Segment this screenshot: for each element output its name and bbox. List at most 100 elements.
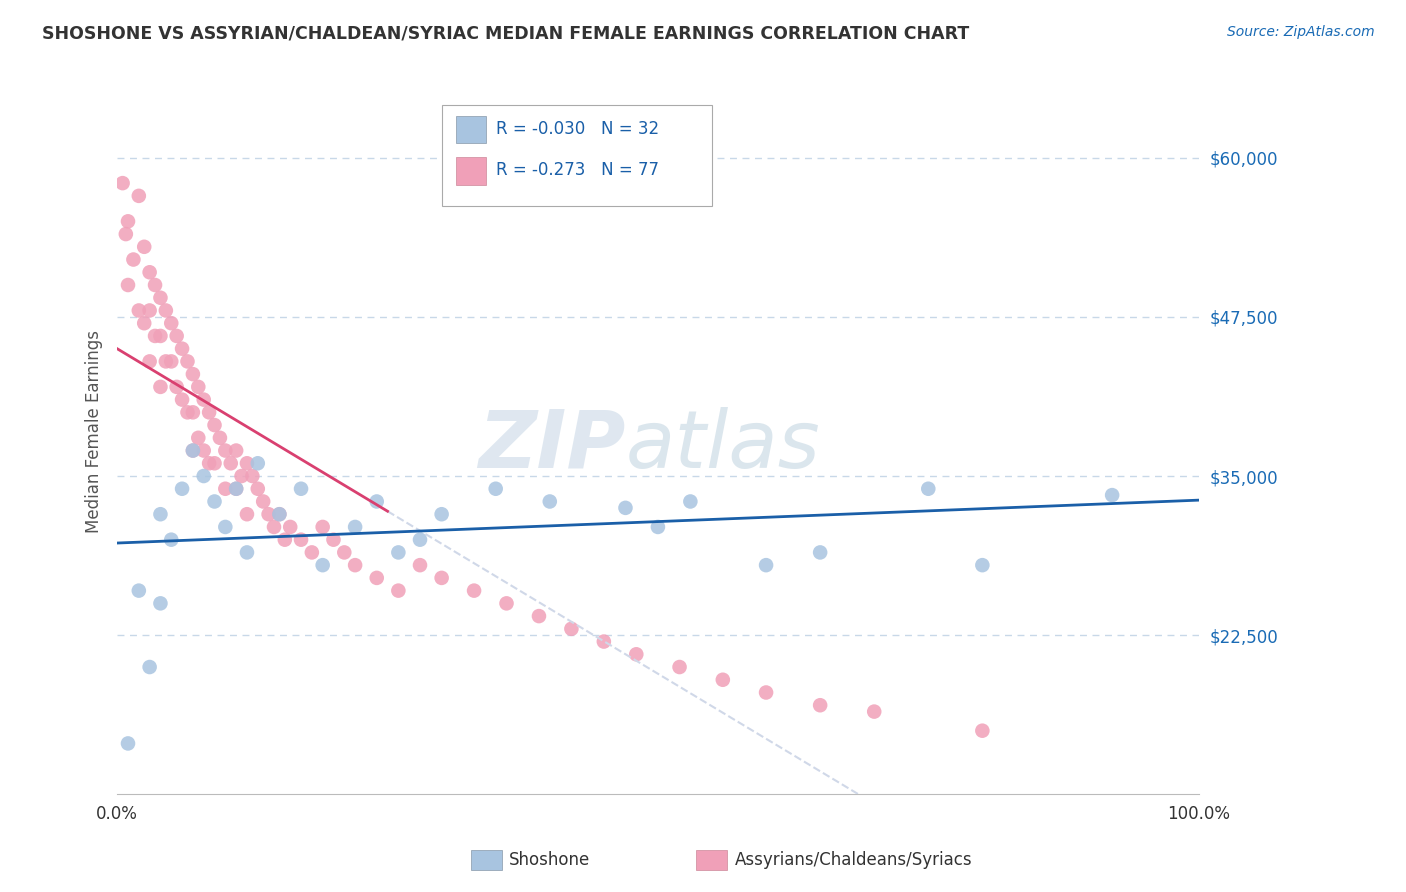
Point <box>290 533 312 547</box>
Point <box>366 571 388 585</box>
Point <box>236 456 259 470</box>
Text: ZIP: ZIP <box>478 407 626 485</box>
Point <box>198 456 221 470</box>
Point <box>430 507 453 521</box>
Point <box>274 533 297 547</box>
Point <box>225 482 247 496</box>
Point <box>128 189 150 203</box>
Point <box>138 265 160 279</box>
Point <box>366 494 388 508</box>
Point <box>560 622 582 636</box>
Point <box>278 520 301 534</box>
Point <box>172 482 194 496</box>
Point <box>231 469 253 483</box>
Point <box>485 482 508 496</box>
Point <box>863 705 886 719</box>
Text: SHOSHONE VS ASSYRIAN/CHALDEAN/SYRIAC MEDIAN FEMALE EARNINGS CORRELATION CHART: SHOSHONE VS ASSYRIAN/CHALDEAN/SYRIAC MED… <box>42 25 969 43</box>
Text: Source: ZipAtlas.com: Source: ZipAtlas.com <box>1227 25 1375 39</box>
Point <box>755 685 778 699</box>
Point <box>538 494 561 508</box>
Point <box>117 214 139 228</box>
FancyBboxPatch shape <box>456 116 486 144</box>
Point <box>246 456 269 470</box>
Point <box>344 558 367 573</box>
Point <box>495 596 517 610</box>
Point <box>214 443 236 458</box>
Point <box>187 380 209 394</box>
Point <box>755 558 778 573</box>
Point <box>193 443 215 458</box>
Point <box>172 342 194 356</box>
Point <box>138 660 160 674</box>
Point <box>122 252 145 267</box>
Point <box>301 545 323 559</box>
Point <box>225 443 247 458</box>
Point <box>138 354 160 368</box>
Point <box>138 303 160 318</box>
Point <box>668 660 690 674</box>
Point <box>311 558 333 573</box>
Point <box>160 316 183 330</box>
Point <box>269 507 291 521</box>
Point <box>117 278 139 293</box>
Point <box>219 456 242 470</box>
Point <box>149 596 172 610</box>
Point <box>111 176 134 190</box>
Point <box>115 227 138 241</box>
Point <box>193 392 215 407</box>
Point <box>149 507 172 521</box>
Point <box>252 494 274 508</box>
Point <box>176 354 198 368</box>
Text: R = -0.273   N = 77: R = -0.273 N = 77 <box>496 161 658 179</box>
Point <box>176 405 198 419</box>
Point <box>160 354 183 368</box>
Text: atlas: atlas <box>626 407 820 485</box>
Point <box>172 392 194 407</box>
Y-axis label: Median Female Earnings: Median Female Earnings <box>86 330 103 533</box>
Point <box>527 609 550 624</box>
Point <box>149 380 172 394</box>
Point <box>204 494 226 508</box>
Point <box>647 520 669 534</box>
Point <box>972 723 994 738</box>
Point <box>117 736 139 750</box>
Point <box>181 443 204 458</box>
Point <box>204 456 226 470</box>
Point <box>290 482 312 496</box>
Point <box>246 482 269 496</box>
Point <box>917 482 939 496</box>
Point <box>463 583 485 598</box>
Point <box>387 583 409 598</box>
Point <box>626 648 648 662</box>
Point <box>679 494 702 508</box>
Point <box>409 533 432 547</box>
Point <box>166 380 188 394</box>
Point <box>711 673 734 687</box>
FancyBboxPatch shape <box>441 105 711 206</box>
Point <box>181 367 204 381</box>
Point <box>187 431 209 445</box>
Point <box>208 431 231 445</box>
Point <box>236 507 259 521</box>
Point <box>166 329 188 343</box>
Point <box>128 303 150 318</box>
Text: R = -0.030   N = 32: R = -0.030 N = 32 <box>496 120 659 137</box>
Point <box>143 278 166 293</box>
Point <box>387 545 409 559</box>
Point <box>592 634 614 648</box>
Point <box>134 316 156 330</box>
Point <box>214 520 236 534</box>
Point <box>155 303 177 318</box>
FancyBboxPatch shape <box>456 157 486 185</box>
Point <box>333 545 356 559</box>
Point <box>257 507 280 521</box>
Point <box>430 571 453 585</box>
Point <box>214 482 236 496</box>
Point <box>181 405 204 419</box>
Point <box>614 500 637 515</box>
Point <box>263 520 285 534</box>
Point <box>236 545 259 559</box>
Point <box>344 520 367 534</box>
Point <box>193 469 215 483</box>
Point <box>160 533 183 547</box>
